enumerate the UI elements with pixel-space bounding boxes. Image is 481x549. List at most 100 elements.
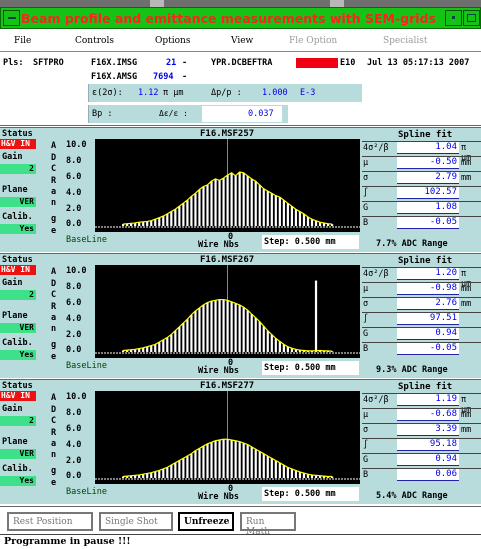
plane-label: Plane (2, 437, 28, 447)
pls-label: Pls: (3, 58, 24, 68)
de-label: Δε/ε : (159, 109, 188, 118)
fit-param-row: ∫ 95.18 (362, 438, 481, 451)
maximize-button[interactable] (463, 10, 480, 26)
y-tick-label: 10.0 (66, 266, 87, 276)
y-tick-label: 4.0 (66, 314, 82, 324)
amsg-value: 7694 (153, 72, 174, 82)
window-menu-button[interactable] (3, 10, 20, 26)
profile-bar (298, 211, 302, 226)
y-tick-label: 2.0 (66, 330, 82, 340)
profile-bar (182, 323, 185, 352)
profile-bar (134, 222, 137, 226)
menu-controls[interactable]: Controls (75, 36, 114, 46)
calib-label: Calib. (2, 212, 33, 222)
menu-view[interactable]: View (231, 36, 254, 46)
redacted-field (296, 58, 338, 68)
baseline-label[interactable]: BaseLine (66, 487, 107, 497)
profile-bar (186, 455, 189, 478)
fit-param-unit: π µm (461, 269, 472, 289)
fit-param-value: -0.05 (397, 343, 459, 355)
profile-bar (306, 474, 310, 478)
fit-param-label: µ (363, 284, 369, 294)
imsg-value: 21 (166, 58, 177, 68)
profile-bar (122, 224, 125, 226)
fit-param-value: 0.94 (397, 454, 459, 466)
menu-file-option[interactable]: Fle Option (289, 36, 338, 46)
y-tick-label: 4.0 (66, 188, 82, 198)
profile-bar (254, 181, 257, 226)
unfreeze-button[interactable]: Unfreeze (178, 512, 234, 531)
profile-bar (331, 476, 334, 478)
title-bar: Beam profile and emittance measurements … (0, 7, 481, 29)
fit-param-unit: mm (461, 425, 472, 435)
profile-bar (154, 219, 157, 226)
baseline-label[interactable]: BaseLine (66, 361, 107, 371)
profile-bar (254, 317, 257, 352)
profile-bar (198, 307, 201, 352)
fit-param-label: B (363, 344, 369, 354)
spline-fit-curve (122, 298, 333, 352)
profile-bar (246, 310, 249, 352)
fit-param-row: G 0.94 (362, 327, 481, 340)
profile-bar (190, 314, 193, 352)
profile-bar (258, 321, 261, 352)
profile-bar (146, 221, 149, 226)
adc-range-letter: a (51, 313, 57, 323)
hv-in-indicator: H&V IN (0, 265, 36, 275)
x-zero-label: 0 (228, 358, 234, 368)
dpp-label: Δp/p : (211, 88, 242, 98)
fit-param-label: µ (363, 158, 369, 168)
y-tick-label: 0.0 (66, 345, 82, 355)
profile-bar (294, 209, 298, 226)
profile-svg (95, 265, 360, 354)
fit-param-value: 1.04 (397, 142, 459, 154)
profile-bar (134, 475, 137, 478)
gain-label: Gain (2, 404, 23, 414)
rest-position-button[interactable]: Rest Position (7, 512, 93, 531)
profile-bar (226, 175, 229, 226)
menu-options[interactable]: Options (155, 36, 191, 46)
profile-bar (162, 339, 165, 352)
profile-bar (170, 465, 173, 478)
profile-bar (206, 443, 209, 478)
baseline-label[interactable]: BaseLine (66, 235, 107, 245)
status-message: Programme in pause !!! (0, 534, 481, 549)
plane-value: VER (0, 323, 36, 333)
profile-bar (274, 460, 277, 478)
fit-param-value: 2.79 (397, 172, 459, 184)
spline-fit-column: Spline fit 4σ²/β 1.20 π µm µ -0.98 mm σ 2.76 mm ∫ 9… (362, 254, 481, 379)
fit-param-unit: mm (461, 410, 472, 420)
minimize-button[interactable] (445, 10, 462, 26)
spline-fit-title: Spline fit (398, 382, 453, 392)
run-math-button[interactable]: Run Math (240, 512, 296, 537)
profile-bar (270, 193, 273, 226)
profile-bar (318, 222, 322, 226)
profile-bar (302, 473, 306, 478)
fit-param-label: G (363, 203, 369, 213)
profile-bar (234, 175, 237, 226)
plane-value: VER (0, 197, 36, 207)
profile-bar (178, 460, 181, 478)
status-label: Status (2, 255, 33, 265)
profile-bar (178, 326, 181, 352)
profile-bar (230, 301, 233, 352)
dpp-exponent: E-3 (300, 88, 316, 98)
eps-value: 1.12 (138, 88, 159, 98)
profile-bar (146, 346, 149, 352)
single-shot-button[interactable]: Single Shot (99, 512, 173, 531)
fit-param-row: ∫ 97.51 (362, 312, 481, 325)
profile-bar (218, 299, 221, 352)
menu-specialist[interactable]: Specialist (383, 36, 428, 46)
imsg-dash: - (182, 58, 188, 68)
menu-file[interactable]: File (14, 36, 32, 46)
profile-bar (290, 468, 294, 478)
fit-param-row: σ 2.79 mm (362, 171, 481, 184)
profile-chart (95, 139, 360, 232)
adc-range-letter: R (51, 428, 57, 438)
profile-bar (331, 351, 334, 352)
profile-bar (230, 172, 233, 226)
adc-range-letter: D (51, 153, 57, 163)
